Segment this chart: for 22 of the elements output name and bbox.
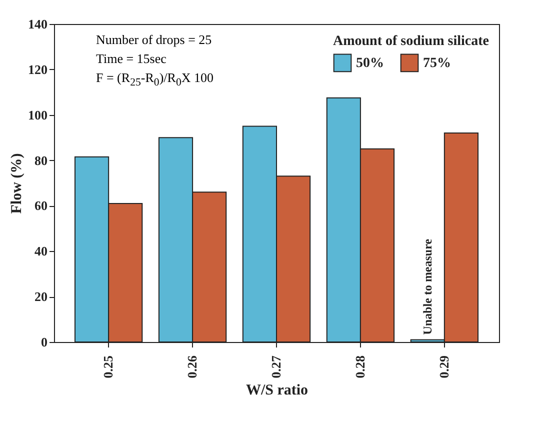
y-tick-label: 120 — [28, 62, 48, 77]
y-tick-label: 20 — [34, 289, 48, 304]
y-tick-label: 80 — [34, 152, 48, 168]
x-tick-label: 0.26 — [184, 355, 200, 378]
legend-label: 50% — [356, 56, 384, 71]
y-tick-label: 40 — [34, 244, 48, 259]
x-tick-label: 0.29 — [436, 355, 452, 378]
x-tick-label: 0.28 — [352, 355, 368, 378]
y-tick-label: 0 — [41, 334, 48, 350]
annotation: F = (R$_{25}$-R$_{0}$)/R$_{0}$X 100 — [96, 69, 214, 91]
x-tick-label: 0.25 — [100, 355, 116, 378]
x-tick-label: 0.27 — [268, 355, 284, 378]
annotation: Time = 15sec — [96, 50, 168, 68]
y-tick-label: 100 — [28, 107, 48, 122]
x-axis-title: W/S ratio — [246, 382, 308, 398]
legend-label: 75% — [423, 56, 451, 71]
annotation: Number of drops = 25 — [96, 31, 213, 49]
y-tick-label: 140 — [28, 16, 48, 32]
y-axis-title: Flow (%) — [9, 153, 25, 214]
y-tick-label: 60 — [34, 198, 48, 214]
legend-title: Amount of sodium silicate — [333, 34, 489, 49]
annotation: Unable to measure — [420, 238, 434, 335]
